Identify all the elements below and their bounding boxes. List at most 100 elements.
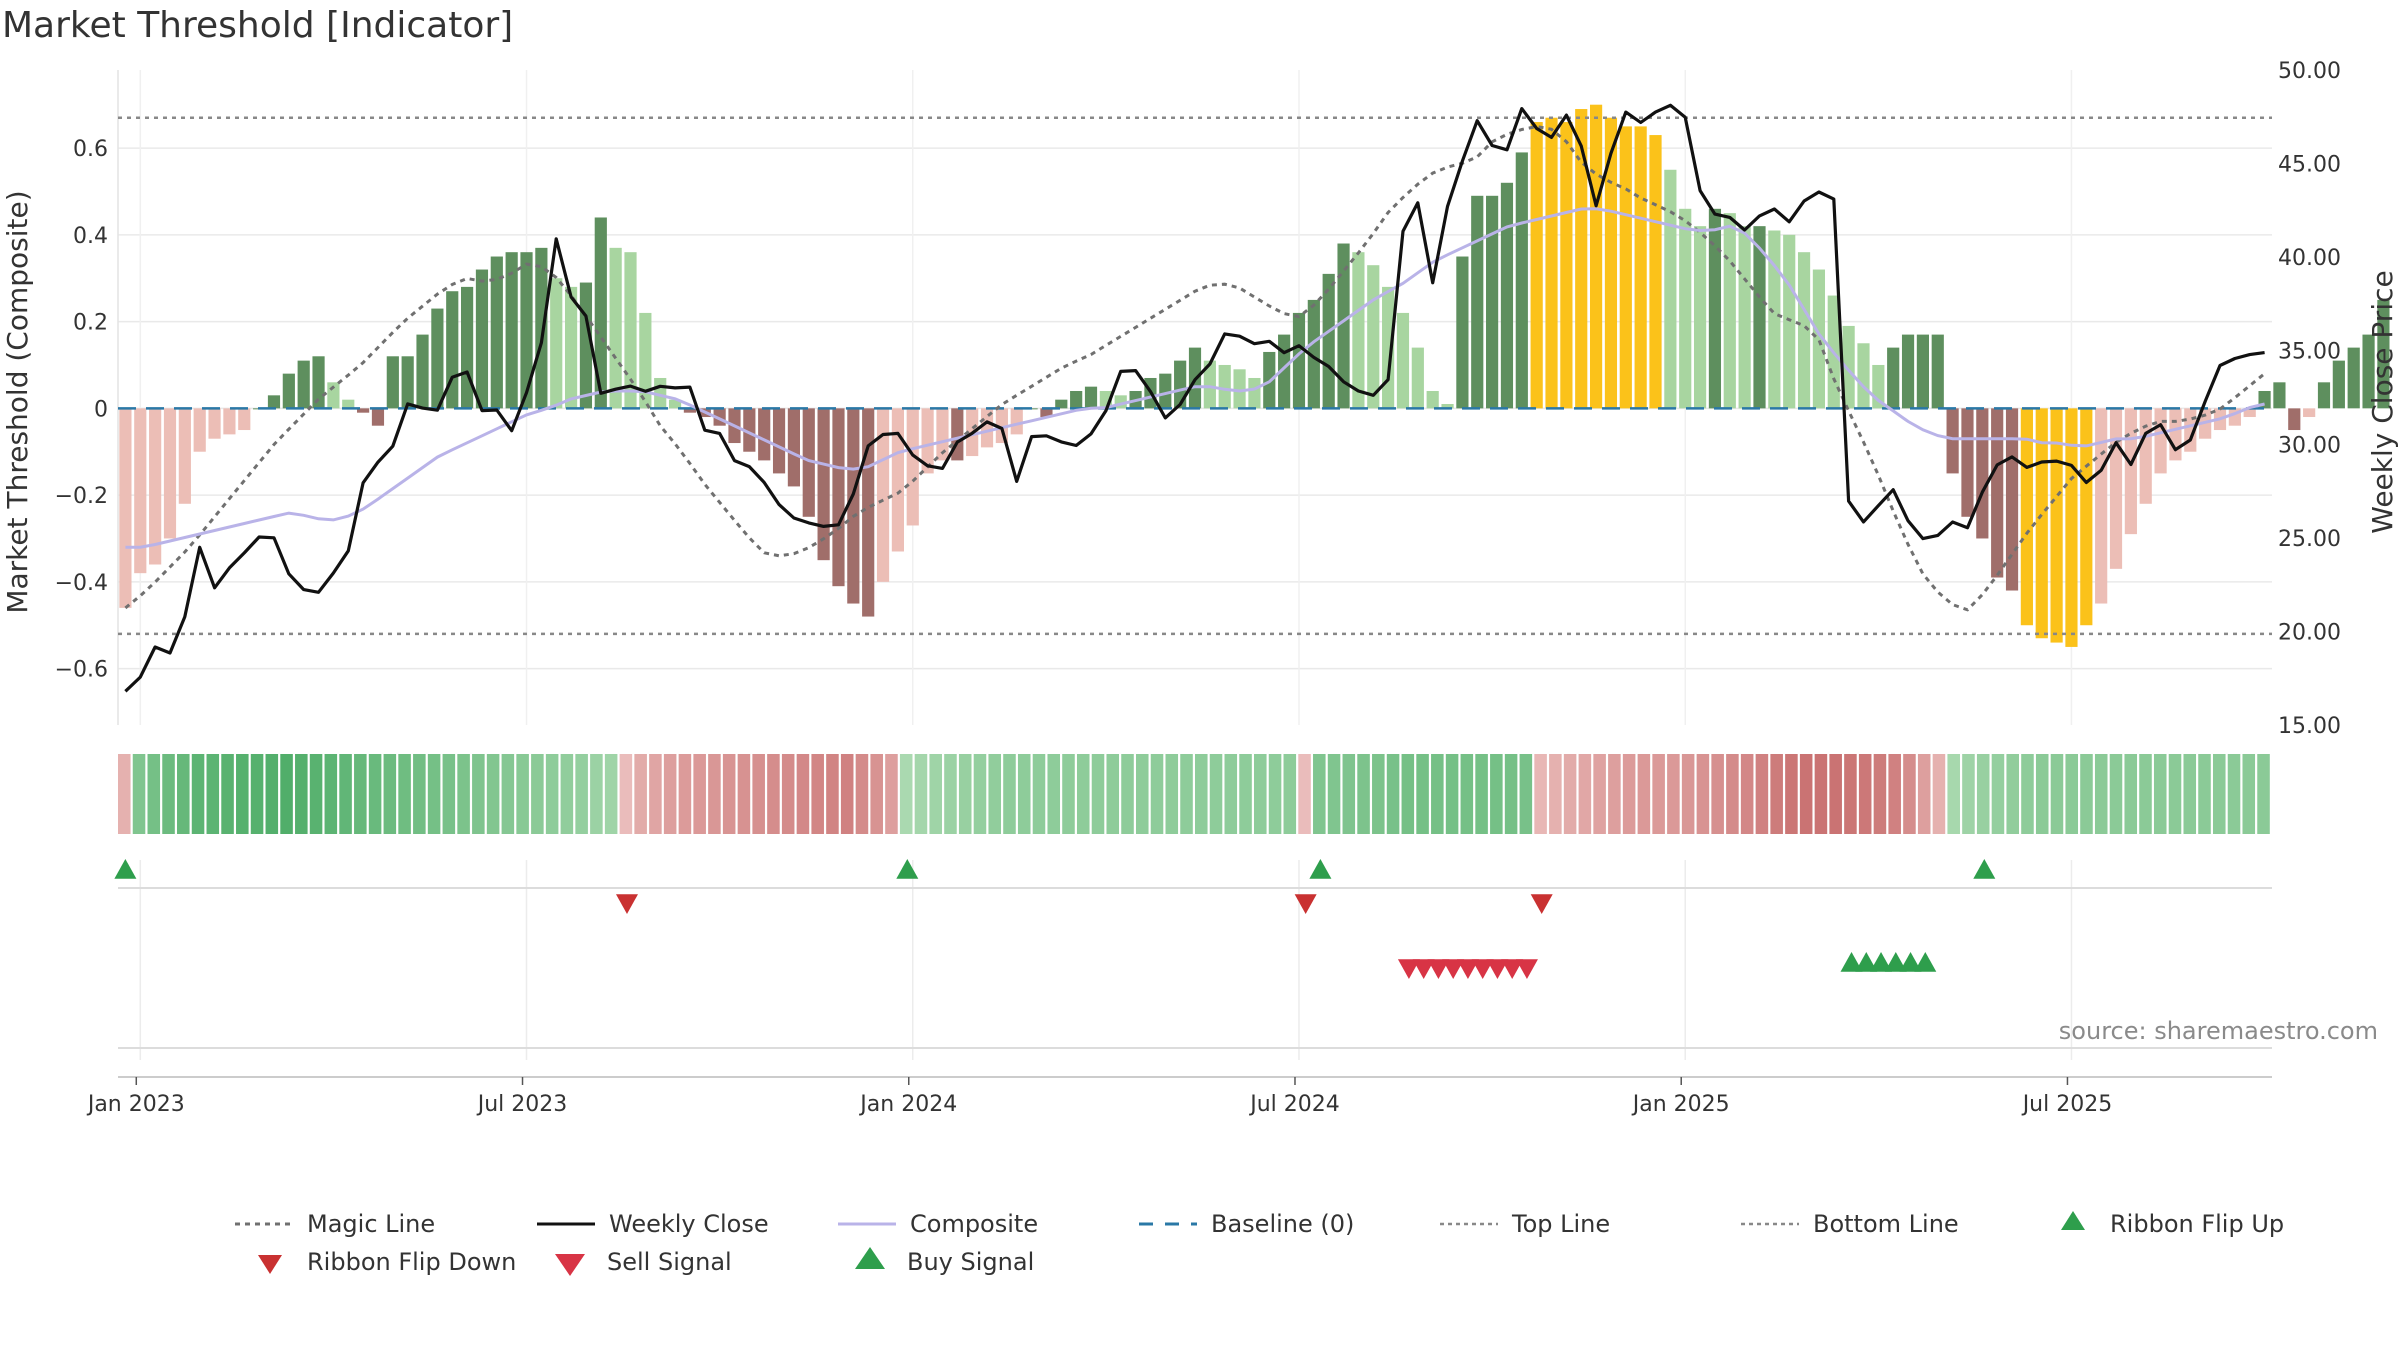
ribbon-cell — [1593, 754, 1606, 834]
composite-bar — [416, 334, 429, 409]
composite-bar — [906, 408, 919, 526]
composite-bar — [1426, 390, 1439, 409]
ribbon-cell — [1962, 754, 1975, 834]
composite-bar — [357, 408, 370, 413]
composite-bar — [1797, 252, 1811, 409]
legend-label-close: Weekly Close — [609, 1210, 769, 1238]
composite-bar — [1159, 373, 1172, 409]
composite-bar — [1842, 325, 1855, 409]
ribbon-cell — [575, 754, 588, 834]
source-note: source: sharemaestro.com — [2059, 1017, 2378, 1045]
ribbon-cell — [988, 754, 1002, 834]
composite-bar — [401, 356, 414, 409]
ribbon-cell — [2153, 754, 2167, 834]
ribbon-flip-up-marker — [1973, 859, 1996, 879]
x-tick-label: Jan 2025 — [1631, 1092, 1730, 1117]
ribbon-cell — [1017, 754, 1031, 834]
composite-bar — [1693, 226, 1707, 409]
buy-signal-marker — [1870, 952, 1893, 972]
ribbon-cell — [206, 754, 220, 834]
composite-bar — [832, 408, 845, 587]
composite-bar — [1337, 243, 1350, 409]
right-tick-label: 45.00 — [2278, 153, 2341, 178]
ribbon-cell — [767, 754, 780, 834]
composite-bar — [1382, 286, 1395, 409]
ribbon-cell — [649, 754, 662, 834]
legend-label-magic: Magic Line — [307, 1210, 435, 1238]
composite-bar — [624, 252, 637, 409]
magic-line — [124, 124, 2266, 612]
composite-bar — [342, 399, 355, 409]
ribbon-cell — [973, 754, 987, 834]
ribbon-cell — [1195, 754, 1208, 834]
ribbon-cell — [722, 754, 736, 834]
ribbon-cell — [1976, 754, 1990, 834]
ribbon-cell — [236, 754, 249, 834]
ribbon-cell — [1475, 754, 1488, 834]
ribbon-cell — [1563, 754, 1577, 834]
composite-bar — [1070, 390, 1083, 409]
composite-bar — [1471, 195, 1484, 409]
composite-bar — [2347, 347, 2360, 409]
ribbon-cell — [678, 754, 692, 834]
ribbon-cell — [1224, 754, 1238, 834]
composite-bar — [208, 408, 221, 439]
composite-bar — [787, 408, 801, 487]
right-tick-label: 15.00 — [2278, 714, 2341, 739]
ribbon-cell — [855, 754, 869, 834]
composite-bar — [1664, 169, 1677, 409]
ribbon-cell — [1150, 754, 1164, 834]
composite-bar — [2020, 408, 2033, 626]
composite-bar — [1248, 377, 1261, 409]
composite-bar — [1367, 265, 1380, 409]
ribbon-cell — [2257, 754, 2270, 834]
right-tick-label: 20.00 — [2278, 620, 2341, 645]
composite-bar — [802, 408, 815, 517]
composite-bar — [1411, 347, 1424, 409]
buy-signal-marker — [1899, 952, 1922, 972]
ribbon-cell — [280, 754, 293, 834]
ribbon-cell — [1490, 754, 1503, 834]
ribbon-cell — [1844, 754, 1857, 834]
ribbon-cell — [250, 754, 264, 834]
composite-bar — [2303, 408, 2316, 418]
left-axis-label: Market Threshold (Composite) — [1, 190, 34, 613]
composite-bar — [847, 408, 860, 604]
legend-label-sell: Sell Signal — [607, 1248, 732, 1276]
sell-signal-marker — [1501, 959, 1524, 979]
composite-bar — [639, 312, 652, 409]
right-tick-label: 35.00 — [2278, 340, 2341, 365]
composite-bar — [119, 408, 132, 608]
ribbon-cell — [2198, 754, 2211, 834]
ribbon-cell — [1076, 754, 1090, 834]
composite-bar — [1010, 408, 1023, 435]
ribbon-cell — [1460, 754, 1474, 834]
ribbon-cell — [619, 754, 633, 834]
composite-bar — [223, 408, 236, 435]
composite-bar — [2317, 382, 2331, 409]
signal-panels — [114, 859, 2272, 1078]
composite-bar — [1768, 230, 1781, 409]
ribbon-cell — [1313, 754, 1326, 834]
left-tick-label: 0.2 — [73, 311, 108, 336]
x-tick-label: Jan 2023 — [86, 1092, 185, 1117]
composite-bar — [891, 408, 904, 552]
composite-bar — [282, 373, 295, 409]
composite-bar — [505, 252, 518, 409]
ribbon-cell — [1091, 754, 1105, 834]
legend-label-composite: Composite — [910, 1210, 1038, 1238]
ribbon-cell — [442, 754, 456, 834]
ribbon-cell — [1755, 754, 1769, 834]
x-axis-ticks: Jan 2023 Jul 2023 Jan 2024 Jul 2024 Jan 2025… — [86, 1076, 2272, 1117]
ribbon-cell — [1932, 754, 1946, 834]
composite-bar — [1857, 343, 1870, 409]
ribbon-cell — [2124, 754, 2138, 834]
buy-signal-marker — [1884, 952, 1907, 972]
composite-bar — [1322, 273, 1335, 409]
sell-signal-marker — [1486, 959, 1509, 979]
ribbon-cell — [531, 754, 544, 834]
buy-signal-marker — [1855, 952, 1878, 972]
ribbon-cell — [309, 754, 323, 834]
ribbon-flip-down-marker — [1294, 894, 1317, 914]
